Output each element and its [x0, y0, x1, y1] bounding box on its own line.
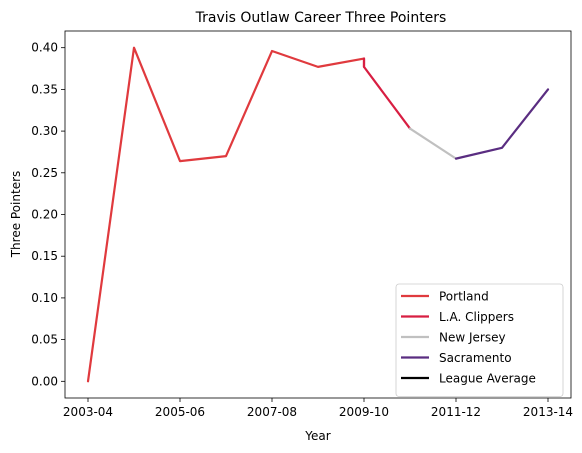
- legend-label: League Average: [439, 372, 536, 386]
- y-tick-label: 0.15: [31, 249, 58, 263]
- y-axis-ticks: 0.00 0.05 0.10 0.15 0.20 0.25 0.30 0.35 0.40: [31, 41, 65, 388]
- y-tick-label: 0.35: [31, 82, 58, 96]
- y-tick-label: 0.25: [31, 166, 58, 180]
- legend: Portland L.A. Clippers New Jersey Sacrament…: [395, 283, 564, 397]
- legend-label: Sacramento: [439, 351, 512, 365]
- x-tick-label: 2003-04: [63, 405, 113, 419]
- series-line-sacramento: [454, 88, 550, 160]
- y-axis-label: Three Pointers: [9, 171, 23, 259]
- series-line-portland: [86, 46, 366, 383]
- legend-label: Portland: [439, 290, 489, 304]
- y-tick-label: 0.00: [31, 374, 58, 388]
- x-axis-ticks: 2003-04 2005-06 2007-08 2009-10 2011-12 2013-…: [63, 398, 573, 419]
- legend-label: New Jersey: [439, 331, 506, 345]
- series-layer: [86, 46, 550, 383]
- y-tick-label: 0.20: [31, 208, 58, 222]
- y-tick-label: 0.05: [31, 333, 58, 347]
- y-tick-label: 0.10: [31, 291, 58, 305]
- x-tick-label: 2009-10: [339, 405, 389, 419]
- x-tick-label: 2007-08: [247, 405, 297, 419]
- series-line-new-jersey: [408, 127, 458, 160]
- y-tick-label: 0.30: [31, 124, 58, 138]
- x-tick-label: 2013-14: [523, 405, 573, 419]
- x-axis-label: Year: [304, 429, 330, 443]
- x-tick-label: 2011-12: [431, 405, 481, 419]
- chart-title: Travis Outlaw Career Three Pointers: [195, 10, 447, 26]
- legend-label: L.A. Clippers: [439, 310, 514, 324]
- legend-box: [395, 283, 564, 397]
- y-tick-label: 0.40: [31, 41, 58, 55]
- x-tick-label: 2005-06: [155, 405, 205, 419]
- series-line-l-a-clippers: [362, 57, 412, 130]
